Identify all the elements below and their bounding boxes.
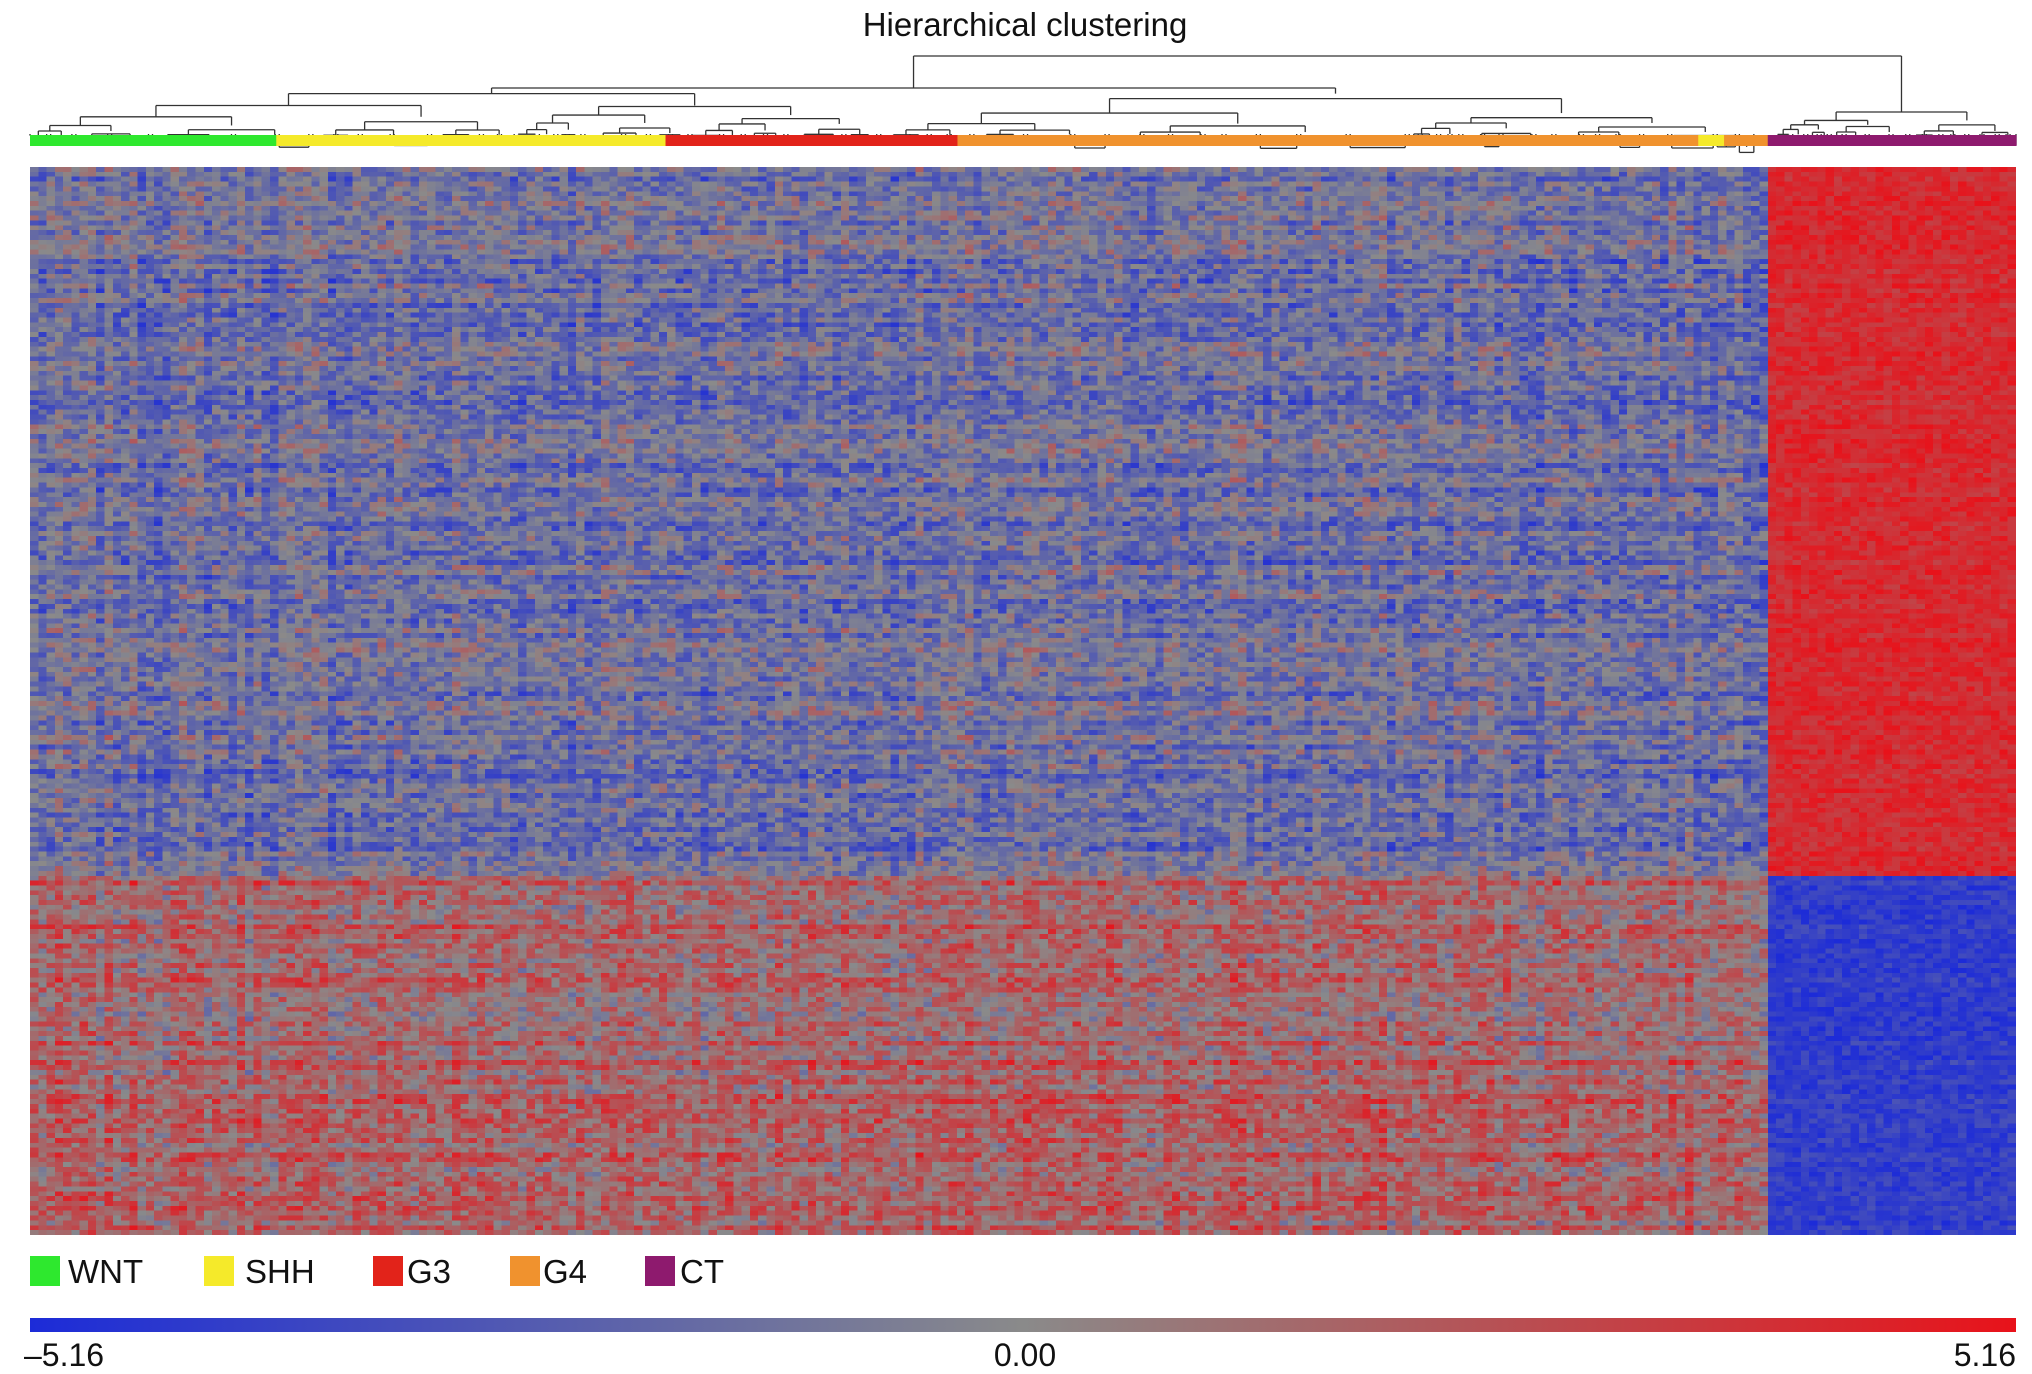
- group-bar-shh: [1698, 135, 1725, 146]
- legend-swatch-shh: [204, 1256, 234, 1286]
- scale-max-label: 5.16: [1954, 1337, 2016, 1373]
- scale-min-label: –5.16: [24, 1337, 104, 1373]
- legend-item-ct: CT: [645, 1253, 724, 1290]
- legend-swatch-g3: [373, 1256, 403, 1286]
- legend-swatch-wnt: [30, 1256, 60, 1286]
- heatmap-grid: [30, 167, 2016, 1235]
- group-bar-shh: [276, 135, 667, 146]
- group-bar-g3: [665, 135, 959, 146]
- heatmap-cells: [30, 167, 2016, 1235]
- legend-item-g3: G3: [373, 1253, 451, 1290]
- color-scale-bar: –5.16 0.00 5.16: [24, 1318, 2016, 1373]
- group-bar-wnt: [30, 135, 277, 146]
- legend-item-wnt: WNT: [30, 1253, 143, 1290]
- legend-item-shh: SHH: [204, 1253, 315, 1290]
- legend-label-shh: SHH: [245, 1253, 315, 1290]
- group-bar-g4: [957, 135, 1699, 146]
- legend-swatch-ct: [645, 1256, 675, 1286]
- legend-label-ct: CT: [680, 1253, 724, 1290]
- legend-label-wnt: WNT: [68, 1253, 143, 1290]
- color-gradient: [30, 1318, 2016, 1332]
- scale-mid-label: 0.00: [994, 1337, 1056, 1373]
- legend-item-g4: G4: [510, 1253, 587, 1290]
- legend-label-g3: G3: [407, 1253, 451, 1290]
- group-bar-ct: [1767, 135, 2017, 146]
- group-annotation-bar: [30, 135, 2017, 146]
- chart-title: Hierarchical clustering: [863, 6, 1188, 43]
- legend-swatch-g4: [510, 1256, 540, 1286]
- legend-label-g4: G4: [543, 1253, 587, 1290]
- group-bar-g4: [1724, 135, 1769, 146]
- group-legend: WNT SHH G3 G4 CT: [30, 1253, 724, 1290]
